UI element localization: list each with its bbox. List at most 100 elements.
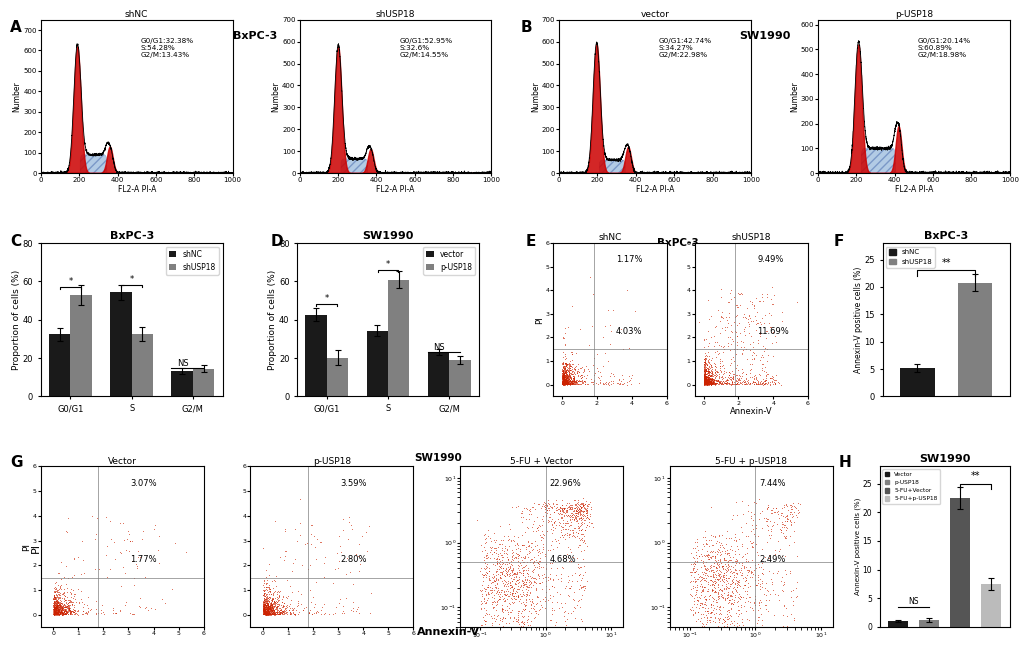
Point <box>267 570 283 581</box>
Text: E: E <box>525 234 535 249</box>
Point <box>561 370 578 381</box>
Point <box>264 605 280 616</box>
Point <box>527 599 543 609</box>
Point <box>555 369 572 380</box>
Point <box>693 574 709 584</box>
Point <box>551 508 568 519</box>
Point <box>696 378 712 388</box>
Point <box>478 568 494 579</box>
Point <box>271 608 287 618</box>
Point <box>747 314 763 325</box>
Point <box>555 376 572 386</box>
Point <box>566 375 582 385</box>
Point <box>723 377 740 387</box>
Point <box>720 578 737 589</box>
Point <box>704 565 720 576</box>
Point <box>550 517 567 527</box>
Point <box>753 506 769 516</box>
Point <box>561 379 578 389</box>
Point <box>556 379 573 389</box>
Point <box>478 609 494 619</box>
Point <box>49 609 65 620</box>
Point <box>696 375 712 385</box>
Point <box>554 366 571 376</box>
Point <box>741 296 757 306</box>
Point <box>696 369 712 380</box>
Point <box>55 594 71 605</box>
Point <box>585 289 601 300</box>
Point <box>704 615 720 626</box>
Point <box>493 551 510 562</box>
Point <box>697 379 713 389</box>
Point <box>542 524 558 535</box>
Point <box>745 529 761 539</box>
Point <box>752 562 768 573</box>
Point <box>697 378 713 388</box>
Point <box>488 556 504 566</box>
Point <box>558 375 575 385</box>
Point <box>714 614 731 624</box>
Point <box>723 334 740 345</box>
Point <box>515 604 531 614</box>
Point <box>702 552 718 563</box>
Point <box>697 372 713 382</box>
Point <box>558 378 575 389</box>
Point <box>738 548 754 558</box>
Point <box>46 599 62 609</box>
Point <box>710 376 727 387</box>
Point <box>512 582 528 593</box>
Point <box>702 376 718 386</box>
Point <box>491 614 507 625</box>
Point <box>559 373 576 383</box>
Point <box>564 373 580 383</box>
Point <box>561 378 578 388</box>
Point <box>479 593 495 604</box>
Point <box>575 535 591 546</box>
Point <box>714 570 731 581</box>
Point <box>275 607 291 617</box>
Point <box>46 602 62 612</box>
Point <box>51 607 67 617</box>
Point <box>698 539 714 550</box>
Point <box>505 568 522 578</box>
Point <box>711 550 728 560</box>
Point <box>698 372 714 382</box>
Point <box>699 356 715 366</box>
Point <box>748 379 764 389</box>
Point <box>696 361 712 372</box>
Point <box>537 504 553 515</box>
Point <box>52 581 68 591</box>
Point <box>554 376 571 386</box>
Point <box>260 599 276 609</box>
Point <box>560 575 577 585</box>
Point <box>599 304 615 315</box>
Point <box>59 601 75 611</box>
Point <box>706 361 722 372</box>
Point <box>556 372 573 382</box>
Point <box>738 379 754 389</box>
Point <box>529 546 545 557</box>
Point <box>756 376 772 386</box>
Point <box>477 589 493 600</box>
Point <box>499 591 516 601</box>
Point <box>575 509 591 519</box>
Point <box>90 608 106 618</box>
Point <box>255 605 271 615</box>
Point <box>477 534 493 544</box>
Point <box>701 370 717 381</box>
Point <box>558 529 575 540</box>
Point <box>721 563 738 574</box>
Point <box>64 600 81 611</box>
Point <box>555 362 572 372</box>
Point <box>729 373 745 383</box>
Point <box>268 594 284 605</box>
Point <box>51 600 67 611</box>
Point <box>760 550 776 561</box>
Point <box>698 379 714 389</box>
Point <box>255 607 271 617</box>
Point <box>555 374 572 384</box>
Point <box>760 308 776 318</box>
Point <box>706 365 722 376</box>
Point <box>556 378 573 389</box>
Point <box>493 576 510 586</box>
